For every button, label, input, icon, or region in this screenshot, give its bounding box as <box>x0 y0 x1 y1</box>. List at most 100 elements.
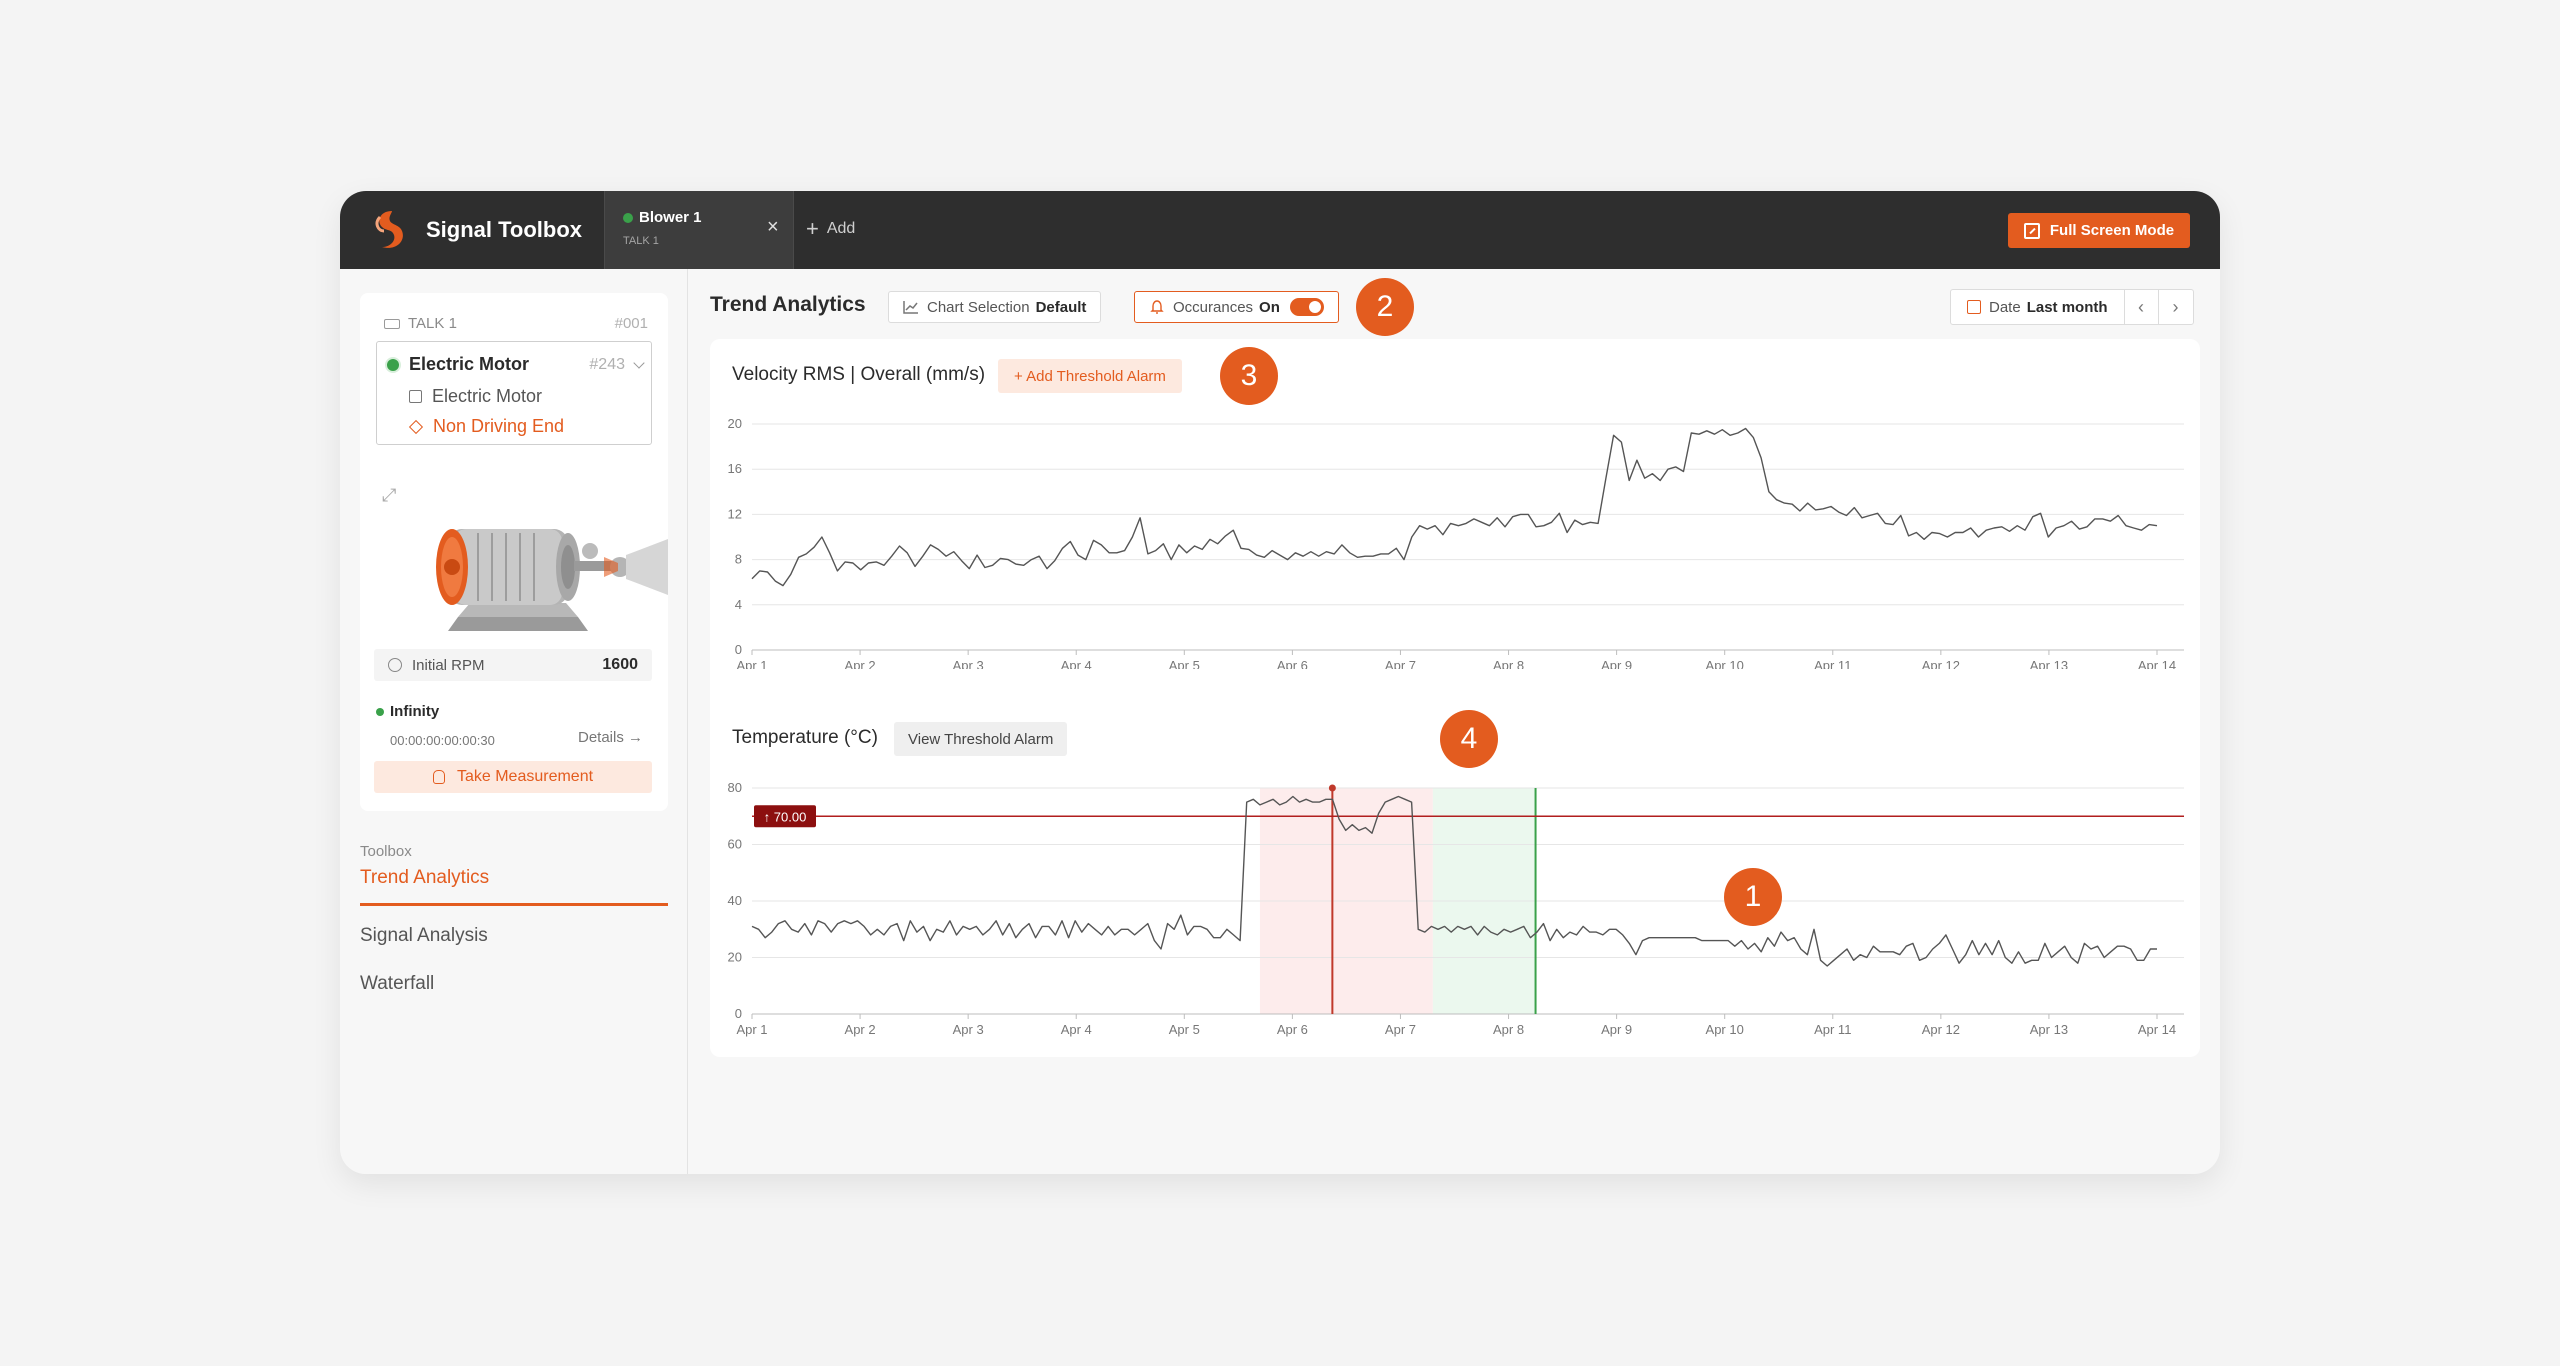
initial-rpm-row: Initial RPM 1600 <box>374 649 652 681</box>
cube-icon <box>409 390 422 403</box>
x-tick-label: Apr 3 <box>953 1022 984 1037</box>
date-label: Date <box>1989 298 2021 316</box>
annotation-badge-4: 4 <box>1440 710 1498 768</box>
x-tick-label: Apr 4 <box>1061 658 1092 669</box>
tab-blower-1[interactable]: Blower 1 TALK 1 × <box>604 191 794 269</box>
location-label: Non Driving End <box>433 416 565 436</box>
app-name: Signal Toolbox <box>426 217 583 242</box>
view-threshold-alarm-button[interactable]: View Threshold Alarm <box>894 722 1068 756</box>
y-tick-label: 80 <box>728 780 742 795</box>
status-dot <box>387 358 399 371</box>
occurances-toggle-button[interactable]: Occurances On <box>1134 291 1339 323</box>
status-dot <box>623 213 633 223</box>
occurances-label: Occurances <box>1173 298 1254 316</box>
take-measurement-label: Take Measurement <box>456 768 594 785</box>
next-period-button[interactable]: › <box>2172 296 2179 317</box>
occurances-switch[interactable] <box>1289 298 1324 316</box>
active-nav-indicator <box>360 903 668 906</box>
x-tick-label: Apr 14 <box>2138 1022 2176 1037</box>
sidebar: TALK 1 #001 Electric Motor #243 Electric… <box>340 269 688 1174</box>
hand-icon <box>432 770 445 784</box>
sidebar-item-waterfall[interactable]: Waterfall <box>360 973 435 994</box>
annotation-badge-2: 2 <box>1356 278 1414 336</box>
plus-icon: + <box>806 216 819 241</box>
chart-selection-button[interactable]: Chart Selection Default <box>888 291 1102 323</box>
x-tick-label: Apr 7 <box>1385 1022 1416 1037</box>
y-tick-label: 0 <box>735 642 742 657</box>
tab-subtitle: TALK 1 <box>623 235 659 247</box>
annotation-badge-1: 1 <box>1724 868 1782 926</box>
x-tick-label: Apr 12 <box>1922 1022 1960 1037</box>
page-title: Trend Analytics <box>710 293 866 316</box>
asset-name: Electric Motor <box>409 354 530 374</box>
timer: 00:00:00:00:00:30 <box>390 733 495 748</box>
location-item[interactable]: Non Driving End <box>408 416 565 437</box>
sidebar-item-signal-analysis[interactable]: Signal Analysis <box>360 925 488 946</box>
expand-arrows-icon[interactable]: ⤢ <box>382 485 397 505</box>
chevron-down-icon[interactable] <box>633 356 645 369</box>
asset-id: #243 <box>589 355 625 373</box>
x-tick-label: Apr 13 <box>2030 658 2068 669</box>
x-tick-label: Apr 8 <box>1493 1022 1524 1037</box>
rpm-value: 1600 <box>602 656 638 673</box>
y-tick-label: 4 <box>735 597 742 612</box>
gauge-icon <box>388 658 402 672</box>
x-tick-label: Apr 7 <box>1385 658 1416 669</box>
previous-period-button[interactable]: ‹ <box>2125 290 2159 324</box>
x-tick-label: Apr 1 <box>736 658 767 669</box>
close-icon[interactable]: × <box>767 216 779 238</box>
sidebar-item-trend-analytics[interactable]: Trend Analytics <box>360 867 490 888</box>
date-range-control: Date Last month ‹ › <box>1950 289 2194 325</box>
date-value: Last month <box>2026 298 2108 316</box>
x-tick-label: Apr 5 <box>1169 1022 1200 1037</box>
add-tab-button[interactable]: + Add <box>806 216 855 241</box>
annotation-badge-3: 3 <box>1220 347 1278 405</box>
date-range-button[interactable]: Date Last month <box>1951 290 2125 324</box>
signal-toolbox-logo-icon <box>375 211 403 248</box>
x-tick-label: Apr 10 <box>1706 1022 1744 1037</box>
rpm-label: Initial RPM <box>412 656 485 674</box>
x-tick-label: Apr 13 <box>2030 1022 2068 1037</box>
y-tick-label: 20 <box>728 950 742 965</box>
y-tick-label: 0 <box>735 1006 742 1021</box>
y-tick-label: 20 <box>728 416 742 431</box>
charts-panel: Velocity RMS | Overall (mm/s) + Add Thre… <box>710 339 2200 1057</box>
full-screen-label: Full Screen Mode <box>2049 222 2175 239</box>
x-tick-label: Apr 14 <box>2138 658 2176 669</box>
asset-card: TALK 1 #001 Electric Motor #243 Electric… <box>360 293 668 811</box>
add-threshold-alarm-button[interactable]: + Add Threshold Alarm <box>998 359 1182 393</box>
x-tick-label: Apr 3 <box>953 658 984 669</box>
x-tick-label: Apr 4 <box>1061 1022 1092 1037</box>
status-dot <box>376 707 384 716</box>
bell-icon <box>1150 300 1164 314</box>
series-line <box>751 427 2158 587</box>
line-chart-icon <box>903 301 918 314</box>
motor-illustration <box>436 529 668 631</box>
series-line <box>751 795 2157 967</box>
sensor-tag-icon <box>384 318 400 329</box>
brand[interactable]: Signal Toolbox <box>370 207 582 253</box>
component-label: Electric Motor <box>432 386 543 406</box>
talk-label: TALK 1 <box>408 315 457 332</box>
calendar-icon <box>1967 300 1981 314</box>
status-row: Infinity <box>376 703 439 720</box>
chart-selection-label: Chart Selection <box>927 298 1030 316</box>
x-tick-label: Apr 2 <box>845 1022 876 1037</box>
details-link[interactable]: Details → <box>578 729 644 746</box>
y-tick-label: 8 <box>735 552 742 567</box>
y-tick-label: 60 <box>728 837 742 852</box>
x-tick-label: Apr 2 <box>845 658 876 669</box>
take-measurement-button[interactable]: Take Measurement <box>374 761 652 793</box>
component-item[interactable]: Electric Motor <box>409 386 542 407</box>
x-tick-label: Apr 11 <box>1814 1022 1851 1037</box>
velocity-rms-chart: 0 4 8 12 16 20 Apr 1 Apr 2 Apr 3 Apr 4 Apr 5 Apr 6 A… <box>728 416 2184 669</box>
x-tick-label: Apr 12 <box>1922 658 1960 669</box>
y-tick-label: 12 <box>728 506 742 521</box>
x-tick-label: Apr 8 <box>1493 658 1524 669</box>
threshold-label: ↑ 70.00 <box>764 809 807 824</box>
x-tick-label: Apr 11 <box>1814 658 1851 669</box>
full-screen-button[interactable]: Full Screen Mode <box>2008 213 2190 248</box>
asset-selector[interactable]: Electric Motor #243 Electric Motor Non D… <box>376 341 652 445</box>
occurrence-marker-dot <box>1328 784 1336 792</box>
talk-header: TALK 1 #001 <box>384 315 648 332</box>
